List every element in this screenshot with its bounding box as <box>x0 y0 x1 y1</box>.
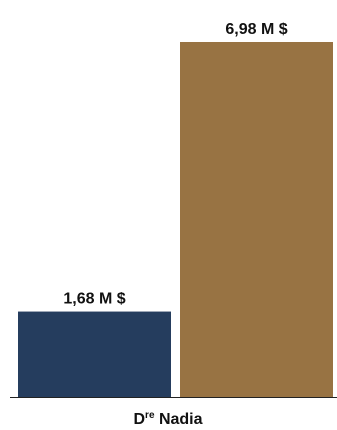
data-labels-group: 1,68 M $ 6,98 M $ <box>63 21 287 308</box>
data-label-2: 6,98 M $ <box>225 21 287 38</box>
category-label-rest: Nadia <box>155 411 203 428</box>
data-label-1: 1,68 M $ <box>63 291 125 308</box>
bar-1 <box>18 311 171 397</box>
bars-group <box>18 42 333 397</box>
bar-2 <box>180 42 333 397</box>
category-label-superscript: re <box>145 410 155 421</box>
category-label-base: D <box>133 411 145 428</box>
category-label: Dre Nadia <box>133 410 202 428</box>
